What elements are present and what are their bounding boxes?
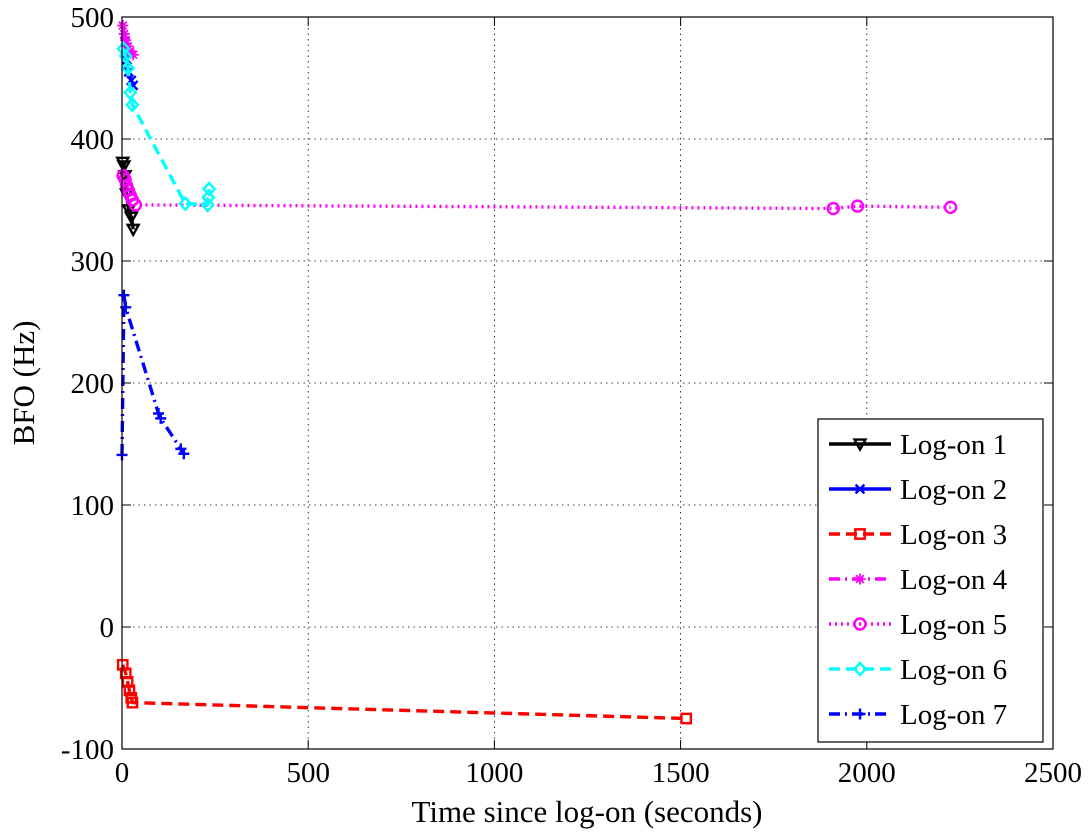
- data-point: [178, 448, 190, 460]
- legend-label: Log-on 6: [900, 654, 1007, 686]
- x-tick-label: 1000: [465, 757, 523, 789]
- data-point: [128, 198, 143, 212]
- data-point: [152, 408, 164, 419]
- series-log-on-3: [116, 658, 693, 725]
- data-point: [120, 60, 136, 77]
- data-point: [117, 20, 129, 32]
- legend-label: Log-on 7: [900, 699, 1007, 731]
- data-point: [680, 712, 693, 725]
- data-point: [155, 412, 167, 424]
- legend-marker: [853, 617, 867, 631]
- legend-label: Log-on 1: [900, 429, 1007, 461]
- legend-marker: [854, 708, 866, 720]
- y-axis-title: BFO (Hz): [6, 321, 41, 446]
- data-point: [127, 49, 139, 61]
- data-point: [202, 181, 217, 197]
- x-tick-label: 1500: [652, 757, 710, 789]
- y-tick-label: 400: [71, 124, 115, 156]
- x-tick-label: 2000: [838, 757, 896, 789]
- data-point: [118, 289, 130, 301]
- data-point: [178, 195, 193, 212]
- y-tick-label: -100: [61, 734, 114, 766]
- x-tick-label: 2500: [1024, 757, 1082, 789]
- data-point: [850, 199, 865, 213]
- data-point: [120, 34, 132, 46]
- legend-marker: [854, 528, 866, 540]
- y-tick-label: 300: [71, 246, 115, 278]
- series-log-on-6: [116, 40, 217, 213]
- data-point: [123, 84, 138, 101]
- data-point: [826, 201, 840, 216]
- legend-label: Log-on 2: [900, 474, 1007, 506]
- x-axis-title: Time since log-on (seconds): [411, 794, 762, 829]
- y-tick-label: 100: [71, 490, 115, 522]
- series-log-on-5: [116, 168, 958, 216]
- data-point: [943, 200, 958, 215]
- legend-label: Log-on 3: [900, 519, 1007, 551]
- legend-label: Log-on 4: [900, 564, 1008, 596]
- y-tick-label: 500: [71, 2, 115, 34]
- x-tick-label: 0: [115, 757, 130, 789]
- data-point: [123, 684, 136, 697]
- data-point: [118, 28, 130, 40]
- data-point: [201, 189, 216, 206]
- data-point: [123, 211, 139, 226]
- data-point: [126, 696, 139, 709]
- series-line: [121, 174, 951, 211]
- data-point: [125, 97, 140, 113]
- data-point: [125, 223, 141, 238]
- legend-marker: [854, 483, 866, 495]
- data-point: [116, 40, 131, 57]
- legend-marker: [854, 573, 866, 585]
- series-group: [115, 20, 958, 725]
- legend: Log-on 1 Log-on 2 Log-on 3 Log-on 4 Log-on 5…: [817, 418, 1044, 743]
- x-tick-label: 500: [286, 757, 330, 789]
- data-point: [200, 197, 215, 213]
- data-point: [116, 160, 132, 174]
- y-tick-label: 0: [100, 612, 115, 644]
- legend-marker: [852, 661, 868, 677]
- series-log-on-4: [117, 20, 139, 61]
- legend-marker: [852, 438, 868, 452]
- legend-label: Log-on 5: [900, 609, 1007, 641]
- y-tick-label: 200: [71, 368, 115, 400]
